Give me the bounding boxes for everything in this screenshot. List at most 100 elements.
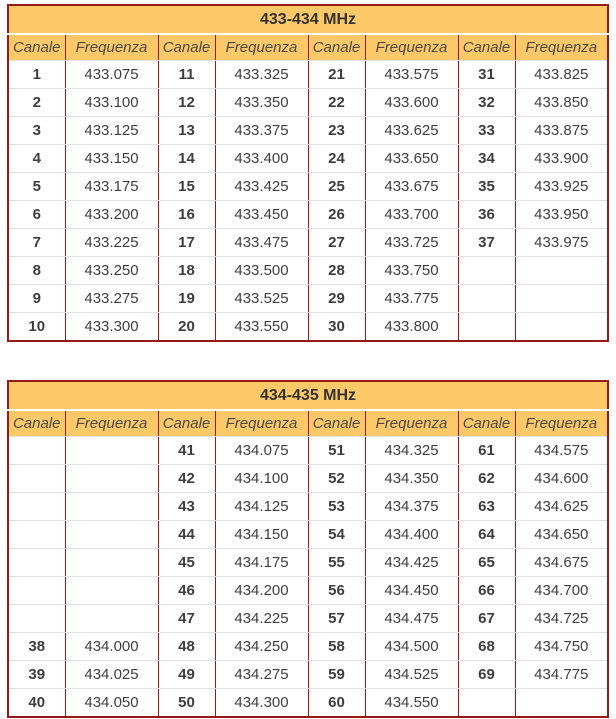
table-title: 433-434 MHz <box>8 5 609 35</box>
channel-cell: 45 <box>157 548 216 577</box>
table-row: 1 433.075 11 433.325 21 433.575 31 433.825 <box>7 60 609 89</box>
channel-cell: 68 <box>457 632 516 661</box>
frequency-cell: 434.700 <box>514 576 609 605</box>
frequency-cell: 434.625 <box>514 492 609 521</box>
column-header-frequenza: Frequenza <box>214 410 309 437</box>
frequency-cell: 434.650 <box>514 520 609 549</box>
column-header-frequenza: Frequenza <box>214 34 309 61</box>
channel-cell: 61 <box>457 436 516 465</box>
column-header-canale: Canale <box>157 410 216 437</box>
frequency-cell <box>514 688 609 718</box>
frequency-cell: 434.325 <box>364 436 459 465</box>
channel-cell: 5 <box>7 172 66 201</box>
frequency-cell: 433.400 <box>214 144 309 173</box>
frequency-cell: 433.125 <box>64 116 159 145</box>
frequency-cell <box>514 312 609 342</box>
channel-cell: 67 <box>457 604 516 633</box>
table-body: 1 433.075 11 433.325 21 433.575 31 433.825 2 433.… <box>7 60 609 342</box>
channel-cell <box>457 688 516 718</box>
frequency-cell: 434.775 <box>514 660 609 689</box>
frequency-cell: 433.325 <box>214 60 309 89</box>
channel-cell: 54 <box>307 520 366 549</box>
channel-cell: 44 <box>157 520 216 549</box>
frequency-cell: 434.525 <box>364 660 459 689</box>
frequency-cell: 434.375 <box>364 492 459 521</box>
frequency-table-434-435: 434-435 MHz Canale Frequenza Canale Frequen… <box>7 380 610 718</box>
frequency-cell <box>64 520 159 549</box>
table-row: 2 433.100 12 433.350 22 433.600 32 433.850 <box>7 88 609 117</box>
frequency-cell: 434.550 <box>364 688 459 718</box>
table-row: 46 434.200 56 434.450 66 434.700 <box>7 576 609 605</box>
frequency-cell: 434.450 <box>364 576 459 605</box>
frequency-cell: 433.575 <box>364 60 459 89</box>
frequency-cell: 433.200 <box>64 200 159 229</box>
channel-cell: 15 <box>157 172 216 201</box>
channel-cell <box>457 256 516 285</box>
channel-cell: 32 <box>457 88 516 117</box>
channel-cell <box>7 520 66 549</box>
channel-cell: 17 <box>157 228 216 257</box>
channel-cell: 6 <box>7 200 66 229</box>
frequency-cell: 434.600 <box>514 464 609 493</box>
channel-cell: 52 <box>307 464 366 493</box>
frequency-cell: 433.250 <box>64 256 159 285</box>
table-body: 41 434.075 51 434.325 61 434.575 42 434.100 52 43… <box>7 436 609 718</box>
frequency-cell: 433.350 <box>214 88 309 117</box>
channel-cell: 49 <box>157 660 216 689</box>
frequency-cell: 434.575 <box>514 436 609 465</box>
frequency-cell: 434.500 <box>364 632 459 661</box>
frequency-cell <box>64 492 159 521</box>
channel-cell: 55 <box>307 548 366 577</box>
frequency-cell: 434.225 <box>214 604 309 633</box>
frequency-cell: 434.150 <box>214 520 309 549</box>
frequency-cell: 434.725 <box>514 604 609 633</box>
channel-cell: 58 <box>307 632 366 661</box>
table-row: 39 434.025 49 434.275 59 434.525 69 434.775 <box>7 660 609 689</box>
frequency-cell: 434.075 <box>214 436 309 465</box>
frequency-cell: 434.100 <box>214 464 309 493</box>
frequency-cell: 434.475 <box>364 604 459 633</box>
channel-cell: 29 <box>307 284 366 313</box>
channel-cell <box>457 284 516 313</box>
channel-cell: 47 <box>157 604 216 633</box>
frequency-cell: 433.100 <box>64 88 159 117</box>
channel-cell: 62 <box>457 464 516 493</box>
channel-cell: 3 <box>7 116 66 145</box>
frequency-cell: 433.900 <box>514 144 609 173</box>
channel-cell: 69 <box>457 660 516 689</box>
frequency-cell: 434.275 <box>214 660 309 689</box>
channel-cell: 2 <box>7 88 66 117</box>
column-header-canale: Canale <box>457 410 516 437</box>
frequency-cell: 433.775 <box>364 284 459 313</box>
frequency-cell: 433.975 <box>514 228 609 257</box>
channel-cell: 4 <box>7 144 66 173</box>
channel-cell: 53 <box>307 492 366 521</box>
channel-cell: 28 <box>307 256 366 285</box>
channel-cell: 14 <box>157 144 216 173</box>
channel-cell <box>7 604 66 633</box>
frequency-cell: 433.300 <box>64 312 159 342</box>
channel-cell: 18 <box>157 256 216 285</box>
frequency-cell: 434.750 <box>514 632 609 661</box>
frequency-cell: 433.925 <box>514 172 609 201</box>
channel-cell: 13 <box>157 116 216 145</box>
channel-cell: 39 <box>7 660 66 689</box>
table-row: 43 434.125 53 434.375 63 434.625 <box>7 492 609 521</box>
frequency-cell: 434.425 <box>364 548 459 577</box>
channel-cell: 12 <box>157 88 216 117</box>
channel-cell: 51 <box>307 436 366 465</box>
frequency-cell: 434.000 <box>64 632 159 661</box>
column-header-frequenza: Frequenza <box>64 410 159 437</box>
frequency-cell <box>64 548 159 577</box>
channel-cell: 50 <box>157 688 216 718</box>
frequency-cell: 433.475 <box>214 228 309 257</box>
channel-cell: 31 <box>457 60 516 89</box>
frequency-cell: 433.175 <box>64 172 159 201</box>
channel-cell: 30 <box>307 312 366 342</box>
frequency-cell <box>64 604 159 633</box>
frequency-cell: 433.075 <box>64 60 159 89</box>
channel-cell: 22 <box>307 88 366 117</box>
column-header-canale: Canale <box>7 34 66 61</box>
table-row: 42 434.100 52 434.350 62 434.600 <box>7 464 609 493</box>
